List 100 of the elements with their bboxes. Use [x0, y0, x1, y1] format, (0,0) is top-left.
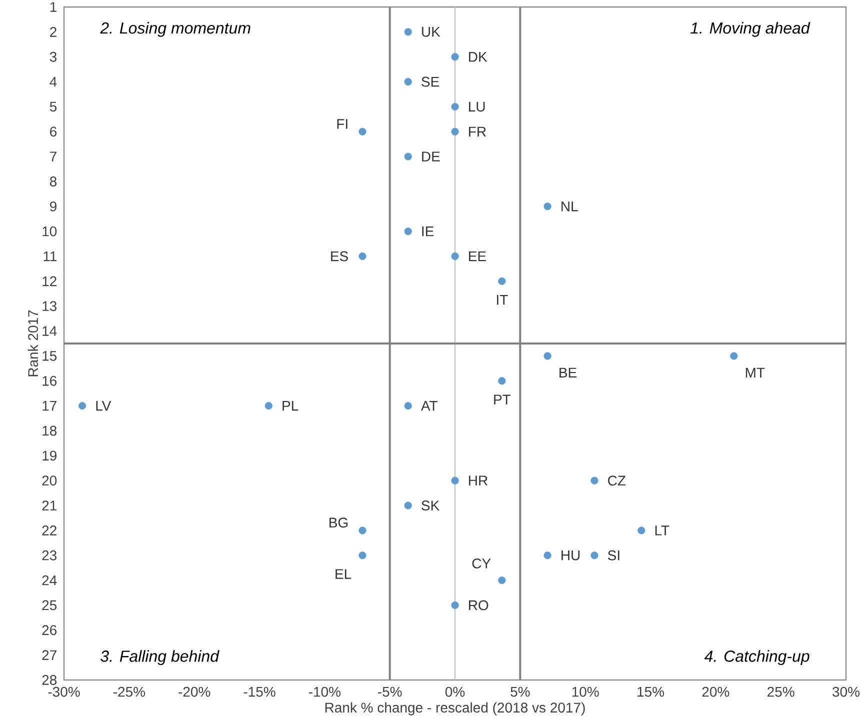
point [404, 28, 412, 36]
y-tick-label: 18 [42, 426, 57, 436]
annotation: EE [469, 251, 486, 262]
point [590, 476, 598, 484]
point [358, 252, 366, 260]
y-tick-label: 11 [44, 251, 56, 262]
y-tick-label: 10 [42, 226, 57, 236]
point [451, 601, 459, 610]
annotation: IE [422, 226, 434, 236]
point [451, 102, 459, 111]
y-tick-label: 25 [42, 600, 57, 610]
y-tick-label: 20 [42, 476, 57, 486]
annotation: FI [337, 119, 348, 129]
y-tick-label: 19 [42, 450, 56, 461]
y-tick-label: 4 [50, 76, 57, 87]
y-tick-label: 12 [42, 276, 56, 286]
point [404, 402, 412, 410]
point [358, 128, 366, 136]
annotation: 2. Losing momentum [100, 22, 250, 37]
point [498, 576, 506, 584]
annotation: CY [472, 558, 491, 568]
y-tick-label: 26 [42, 625, 57, 636]
annotation: NL [562, 202, 578, 212]
annotation: AT [420, 401, 438, 411]
y-tick-label: 3 [50, 52, 57, 62]
point [544, 552, 552, 560]
x-tick-label: 0% [445, 686, 465, 697]
x-tick-label: -20% [178, 686, 210, 697]
point [404, 78, 412, 86]
point [638, 526, 646, 534]
point [590, 552, 598, 560]
annotation: DE [422, 152, 440, 162]
annotation: ES [331, 251, 348, 262]
x-axis-title: Rank % change - rescaled (2018 vs 2017) [325, 702, 585, 716]
annotation: SK [422, 500, 440, 510]
point [404, 228, 412, 236]
x-tick-label: 5% [510, 686, 530, 697]
annotation: 1. Moving ahead [690, 22, 810, 37]
y-tick-label: 13 [42, 301, 57, 312]
y-tick-label: 7 [50, 152, 56, 162]
annotation: DK [469, 52, 488, 62]
point [498, 377, 506, 385]
annotation: SE [422, 76, 440, 87]
y-tick-label: 22 [42, 526, 56, 536]
y-axis-title: Rank 2017 [28, 310, 38, 376]
point [404, 152, 412, 160]
x-tick-label: -15% [244, 686, 276, 697]
point [451, 252, 459, 260]
x-tick-label: 30% [832, 686, 860, 697]
point [730, 352, 738, 360]
y-tick-label: 5 [50, 102, 57, 112]
point [404, 502, 412, 510]
y-tick-label: 8 [50, 176, 57, 186]
point [358, 552, 366, 560]
annotation: 4. Catching-up [704, 650, 810, 666]
point [498, 277, 506, 285]
x-tick-label: -10% [308, 686, 341, 697]
annotation: RO [469, 600, 488, 610]
annotation: EL [336, 569, 352, 579]
annotation: LV [96, 401, 112, 411]
x-tick-label: -25% [113, 686, 146, 697]
y-tick-label: 2 [50, 27, 56, 37]
annotation: SI [608, 550, 620, 560]
annotation: HR [469, 476, 488, 486]
x-tick-label: 15% [638, 686, 664, 697]
y-tick-label: 6 [50, 126, 57, 137]
x-tick-label: -5% [378, 686, 402, 697]
point [544, 352, 552, 360]
x-tick-label: -30% [48, 686, 80, 697]
x-tick-label: 10% [572, 686, 599, 697]
annotation: MT [746, 368, 765, 378]
point [358, 526, 366, 534]
y-tick-label: 27 [42, 650, 56, 660]
point [544, 202, 552, 210]
point [451, 53, 459, 61]
point [451, 476, 459, 484]
annotation: LT [655, 526, 670, 536]
y-tick-label: 14 [42, 326, 57, 336]
annotation: HU [562, 550, 580, 560]
annotation: PL [282, 401, 298, 411]
y-tick-label: 23 [42, 550, 57, 560]
annotation: LU [469, 102, 485, 112]
annotation: BE [560, 368, 576, 378]
x-tick-label: 20% [702, 686, 730, 697]
annotation: CZ [608, 476, 626, 486]
y-tick-label: 17 [42, 401, 56, 411]
y-tick-label: 9 [50, 201, 56, 212]
y-tick-label: 16 [42, 376, 57, 386]
y-tick-label: 28 [42, 675, 57, 685]
annotation: 3. Falling behind [100, 650, 220, 666]
y-tick-label: 21 [42, 500, 56, 510]
annotation: FR [469, 126, 486, 136]
y-tick-label: 24 [42, 575, 57, 586]
annotation: PT [494, 394, 511, 404]
annotation: UK [422, 27, 440, 37]
point [78, 402, 86, 410]
point [451, 128, 459, 136]
x-tick-label: 25% [768, 686, 794, 697]
y-tick-label: 15 [42, 351, 57, 361]
point [264, 402, 272, 410]
